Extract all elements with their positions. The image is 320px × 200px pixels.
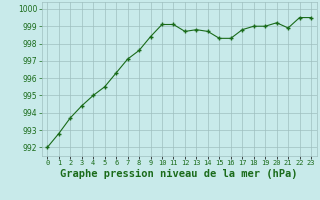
X-axis label: Graphe pression niveau de la mer (hPa): Graphe pression niveau de la mer (hPa): [60, 169, 298, 179]
